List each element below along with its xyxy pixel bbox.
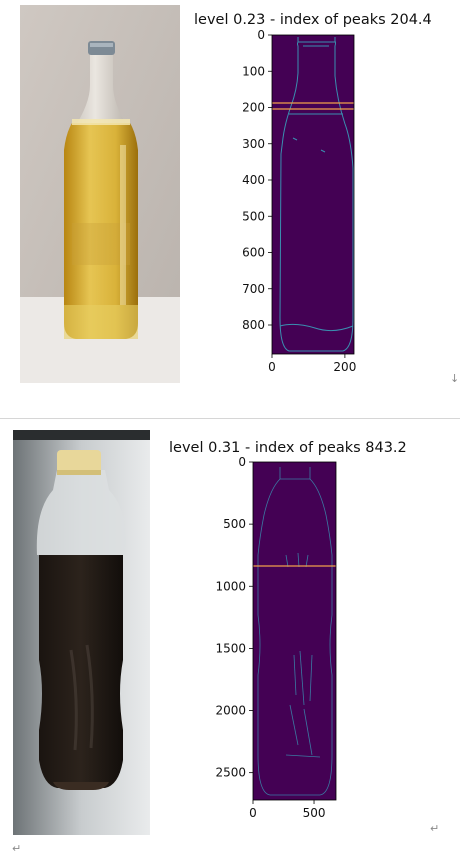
figure-2-title: level 0.31 - index of peaks 843.2: [169, 440, 407, 456]
return-mark-right: ↵: [430, 822, 440, 835]
y-tick-label: 1500: [215, 641, 246, 655]
y-tick-label: 700: [242, 282, 265, 296]
y-tick-label: 0: [238, 455, 246, 469]
cola-bottle-image: [13, 430, 150, 835]
section-divider: [0, 418, 460, 419]
y-tick-label: 2500: [215, 766, 246, 780]
y-tick-label: 600: [242, 246, 265, 260]
y-tick-label: 400: [242, 173, 265, 187]
y-tick-label: 200: [242, 101, 265, 115]
figure-2-plot-area: [253, 462, 336, 800]
figure-1-title: level 0.23 - index of peaks 204.4: [194, 12, 432, 28]
figure-1-y-axis: 0 100 200 300 400 500 600 700 800: [242, 28, 272, 332]
cola-bottle-photo: [13, 430, 150, 835]
y-tick-label: 100: [242, 64, 265, 78]
y-tick-label: 1000: [215, 579, 246, 593]
line-break-arrow: ↓: [450, 372, 460, 385]
x-tick-label: 0: [268, 360, 276, 374]
y-tick-label: 300: [242, 137, 265, 151]
x-tick-label: 0: [249, 806, 257, 820]
figure-1-edge-outline: [279, 37, 354, 352]
figure-2-x-axis: 0 500: [249, 800, 325, 820]
figure-1-x-axis: 0 200: [268, 354, 356, 374]
y-tick-label: 500: [223, 517, 246, 531]
figure-2-y-axis: 0 500 1000 1500 2000 2500: [215, 455, 253, 780]
y-tick-label: 0: [257, 28, 265, 42]
y-tick-label: 2000: [215, 704, 246, 718]
figure-1-plot: 0 100 200 300 400 500 600 700 800 0 200: [242, 28, 356, 374]
figure-2-plot: 0 500 1000 1500 2000 2500 0 500: [215, 455, 337, 820]
y-tick-label: 800: [242, 318, 265, 332]
beer-bottle-photo: [20, 5, 180, 383]
x-tick-label: 500: [303, 806, 326, 820]
figure-2-edge-outline: [257, 467, 333, 796]
beer-bottle-image: [20, 5, 180, 383]
x-tick-label: 200: [333, 360, 356, 374]
figure-1-plot-area: [272, 35, 354, 354]
return-mark-left: ↵: [12, 842, 22, 855]
y-tick-label: 500: [242, 209, 265, 223]
